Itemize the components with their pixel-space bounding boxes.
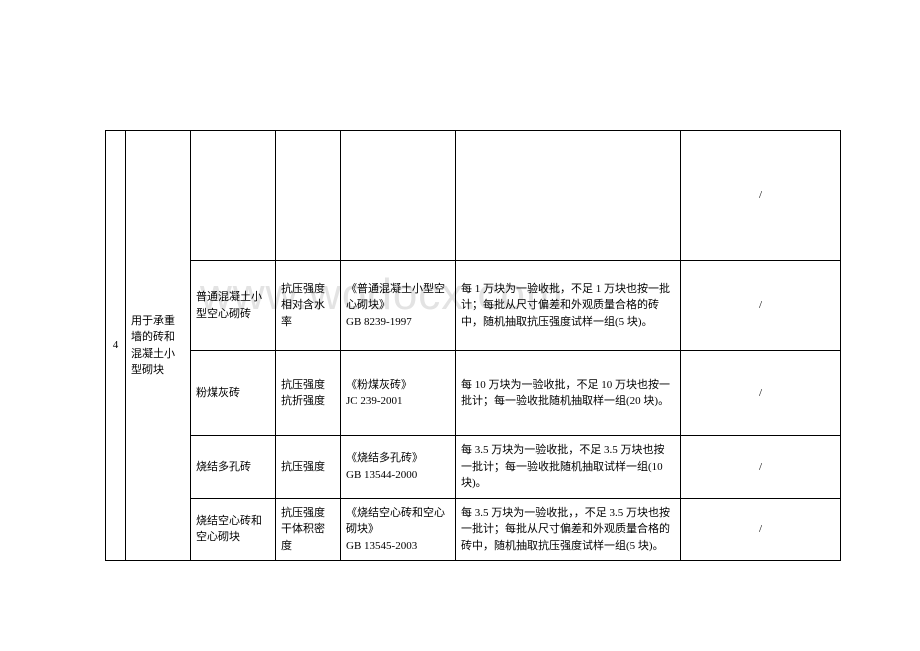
table-row: 烧结空心砖和空心砌块 抗压强度干体积密度 《烧结空心砖和空心砌块》GB 1354… bbox=[106, 498, 841, 561]
test-cell: 抗压强度干体积密度 bbox=[276, 498, 341, 561]
test-cell bbox=[276, 131, 341, 261]
note-cell: / bbox=[681, 261, 841, 351]
note-cell: / bbox=[681, 498, 841, 561]
material-cell: 烧结多孔砖 bbox=[191, 436, 276, 499]
sampling-cell: 每 3.5 万块为一验收批，不足 3.5 万块也按一批计；每一验收批随机抽取试样… bbox=[456, 436, 681, 499]
sampling-cell bbox=[456, 131, 681, 261]
table-row: 4 用于承重墙的砖和混凝土小型砌块 / bbox=[106, 131, 841, 261]
sampling-cell: 每 1 万块为一验收批，不足 1 万块也按一批计；每批从尺寸偏差和外观质量合格的… bbox=[456, 261, 681, 351]
spec-table: 4 用于承重墙的砖和混凝土小型砌块 / 普通混凝土小型空心砌砖 抗压强度相对含水… bbox=[105, 130, 841, 561]
table-row: 普通混凝土小型空心砌砖 抗压强度相对含水率 《普通混凝土小型空心砌块》GB 82… bbox=[106, 261, 841, 351]
material-cell: 普通混凝土小型空心砌砖 bbox=[191, 261, 276, 351]
material-cell: 粉煤灰砖 bbox=[191, 351, 276, 436]
standard-cell: 《粉煤灰砖》JC 239-2001 bbox=[341, 351, 456, 436]
test-cell: 抗压强度抗折强度 bbox=[276, 351, 341, 436]
index-cell: 4 bbox=[106, 131, 126, 561]
sampling-cell: 每 10 万块为一验收批，不足 10 万块也按一批计；每一验收批随机抽取样一组(… bbox=[456, 351, 681, 436]
category-cell: 用于承重墙的砖和混凝土小型砌块 bbox=[126, 131, 191, 561]
test-cell: 抗压强度相对含水率 bbox=[276, 261, 341, 351]
table-row: 烧结多孔砖 抗压强度 《烧结多孔砖》GB 13544-2000 每 3.5 万块… bbox=[106, 436, 841, 499]
material-cell: 烧结空心砖和空心砌块 bbox=[191, 498, 276, 561]
material-cell bbox=[191, 131, 276, 261]
note-cell: / bbox=[681, 351, 841, 436]
standard-cell bbox=[341, 131, 456, 261]
test-cell: 抗压强度 bbox=[276, 436, 341, 499]
table-row: 粉煤灰砖 抗压强度抗折强度 《粉煤灰砖》JC 239-2001 每 10 万块为… bbox=[106, 351, 841, 436]
standard-cell: 《烧结多孔砖》GB 13544-2000 bbox=[341, 436, 456, 499]
sampling-cell: 每 3.5 万块为一验收批，，不足 3.5 万块也按一批计；每批从尺寸偏差和外观… bbox=[456, 498, 681, 561]
standard-cell: 《烧结空心砖和空心砌块》GB 13545-2003 bbox=[341, 498, 456, 561]
note-cell: / bbox=[681, 131, 841, 261]
standard-cell: 《普通混凝土小型空心砌块》GB 8239-1997 bbox=[341, 261, 456, 351]
note-cell: / bbox=[681, 436, 841, 499]
